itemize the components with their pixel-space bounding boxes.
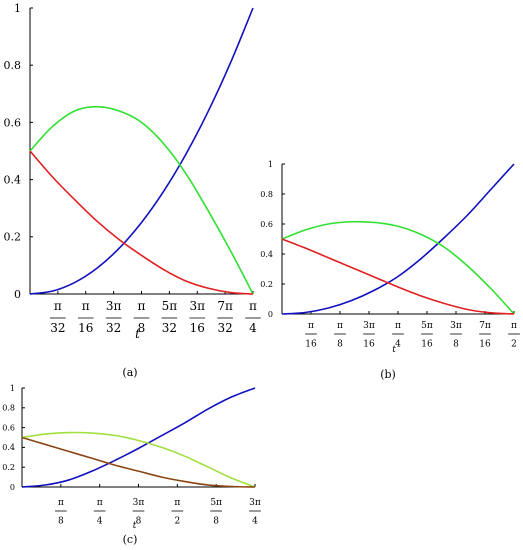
- y-tick-label: 0.4: [260, 250, 273, 259]
- y-tick-label: 0: [268, 310, 273, 319]
- x-tick-numerator: 3π: [249, 498, 261, 508]
- series-line-2: [29, 150, 254, 295]
- x-tick-denominator: 16: [421, 340, 433, 350]
- panel-caption: (c): [123, 533, 138, 546]
- x-tick-denominator: 4: [249, 321, 257, 335]
- x-axis-label: t: [135, 327, 140, 341]
- x-tick-numerator: 3π: [133, 498, 145, 508]
- x-tick-numerator: π: [308, 321, 314, 331]
- series-line-2: [281, 238, 515, 315]
- x-tick-denominator: 8: [453, 340, 459, 350]
- series-line-0: [281, 163, 515, 315]
- series-line-0: [21, 387, 256, 488]
- y-tick-label: 0.4: [4, 173, 22, 186]
- x-tick-numerator: π: [249, 299, 257, 313]
- y-tick-label: 0.2: [2, 463, 15, 472]
- y-tick-label: 0.8: [2, 404, 15, 413]
- x-tick-numerator: π: [54, 299, 62, 313]
- x-tick-denominator: 8: [337, 340, 343, 350]
- x-tick-denominator: 32: [217, 321, 232, 335]
- x-tick-numerator: π: [138, 299, 146, 313]
- x-tick-numerator: 5π: [421, 321, 433, 331]
- y-tick-label: 0: [10, 483, 15, 492]
- series-line-1: [21, 431, 256, 488]
- x-tick-numerator: π: [174, 498, 180, 508]
- x-tick-denominator: 2: [174, 517, 180, 527]
- x-tick-denominator: 8: [58, 517, 64, 527]
- x-tick-denominator: 4: [395, 340, 401, 350]
- y-tick-label: 1: [10, 384, 15, 393]
- y-tick-label: 1: [268, 160, 273, 169]
- panel-caption: (a): [122, 366, 137, 379]
- x-tick-denominator: 16: [363, 340, 375, 350]
- series-line-0: [29, 7, 254, 295]
- x-tick-denominator: 4: [252, 517, 258, 527]
- x-axis-label: t: [392, 345, 396, 355]
- y-tick-label: 1: [14, 2, 21, 15]
- x-tick-numerator: 3π: [189, 299, 205, 313]
- x-tick-numerator: π: [97, 498, 103, 508]
- x-tick-numerator: 5π: [210, 498, 222, 508]
- y-tick-label: 0.4: [2, 443, 15, 452]
- series-line-1: [29, 105, 254, 295]
- x-tick-numerator: 3π: [106, 299, 122, 313]
- panel-a: 0 0.2 0.4 0.6 0.8 1 π 32 π 16 3π 32 π 8 5π 32 3π 16 7π 32 π 4…: [4, 2, 261, 379]
- x-tick-numerator: π: [395, 321, 401, 331]
- y-tick-label: 0.6: [4, 116, 22, 129]
- x-tick-denominator: 32: [162, 321, 177, 335]
- panel-b: 0 0.2 0.4 0.6 0.8 1 π 16 π 8 3π 16 π 4 5π 16 3π 8 7π 16 π 2 t (…: [260, 160, 520, 381]
- x-tick-denominator: 2: [511, 340, 517, 350]
- x-tick-numerator: 3π: [363, 321, 375, 331]
- y-tick-label: 0.8: [4, 59, 22, 72]
- x-tick-numerator: 5π: [162, 299, 178, 313]
- x-tick-numerator: π: [82, 299, 90, 313]
- y-tick-label: 0.6: [260, 220, 273, 229]
- x-tick-denominator: 4: [97, 517, 103, 527]
- x-tick-numerator: 7π: [217, 299, 233, 313]
- x-tick-denominator: 16: [305, 340, 317, 350]
- y-tick-label: 0.2: [4, 231, 22, 244]
- x-tick-denominator: 32: [50, 321, 65, 335]
- x-tick-denominator: 32: [106, 321, 121, 335]
- x-tick-denominator: 8: [138, 321, 146, 335]
- x-tick-numerator: π: [511, 321, 517, 331]
- x-tick-numerator: 7π: [479, 321, 491, 331]
- x-tick-numerator: π: [337, 321, 343, 331]
- x-tick-denominator: 16: [190, 321, 205, 335]
- y-tick-label: 0.2: [260, 280, 273, 289]
- x-tick-denominator: 16: [78, 321, 93, 335]
- series-line-1: [281, 220, 515, 315]
- panel-caption: (b): [380, 368, 396, 381]
- y-tick-label: 0.6: [2, 423, 15, 432]
- series-line-2: [21, 436, 256, 488]
- x-tick-numerator: 3π: [450, 321, 462, 331]
- panel-c: 0 0.2 0.4 0.6 0.8 1 π 8 π 4 3π 8 π 2 5π 8 3π 4 t (c): [2, 384, 261, 546]
- x-tick-denominator: 8: [136, 517, 142, 527]
- x-axis-label: t: [133, 521, 137, 531]
- y-tick-label: 0: [14, 288, 21, 301]
- x-tick-numerator: π: [58, 498, 64, 508]
- y-tick-label: 0.8: [260, 190, 273, 199]
- x-tick-denominator: 16: [479, 340, 491, 350]
- x-tick-denominator: 8: [213, 517, 219, 527]
